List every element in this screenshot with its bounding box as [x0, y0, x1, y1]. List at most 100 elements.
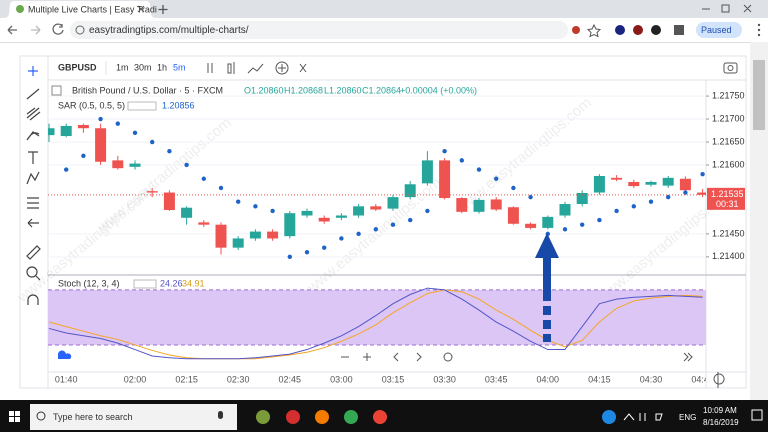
annotation-arrow [535, 233, 559, 342]
sar-dot [218, 185, 224, 191]
interval[interactable]: 30m [134, 62, 152, 72]
search-box[interactable] [30, 404, 237, 430]
back-button[interactable] [7, 25, 17, 35]
last-price-box [707, 187, 745, 210]
bookmark-star[interactable] [586, 23, 602, 38]
x-tick-label: 04:30 [640, 374, 663, 384]
interval[interactable]: 1h [157, 62, 167, 72]
x-tick-label: 04:15 [588, 374, 611, 384]
stoch-pane [48, 287, 706, 360]
last-price-label: 1.21535 [711, 189, 744, 199]
candle-body [112, 160, 124, 169]
chart-style-buttons[interactable] [207, 62, 264, 74]
forward-button[interactable] [31, 25, 41, 35]
indicator-buttons[interactable] [127, 101, 157, 111]
scrollbar[interactable] [750, 42, 768, 400]
ohlc-open: O1.20860 [244, 85, 284, 95]
help-icon[interactable] [602, 410, 616, 424]
x-tick-label: 03:00 [330, 374, 353, 384]
x-tick-label: 02:00 [124, 374, 147, 384]
sar-dot [648, 199, 654, 204]
tray-icons[interactable] [623, 413, 663, 421]
indicators-button[interactable] [275, 61, 289, 75]
extension[interactable] [572, 26, 580, 34]
notifications[interactable] [751, 409, 763, 421]
candle-body [370, 206, 382, 210]
x-tick-label: 03:30 [433, 374, 456, 384]
y-tick-label: 1.21650 [712, 136, 745, 146]
y-tick-label: 1.21450 [712, 228, 745, 238]
candle-body [559, 204, 571, 216]
extension[interactable] [615, 25, 625, 35]
drawing-toolbar[interactable] [26, 66, 41, 305]
taskbar-apps[interactable] [256, 410, 387, 424]
settings-button[interactable] [713, 372, 725, 388]
x-tick-label: 02:45 [279, 374, 302, 384]
indicator-buttons[interactable] [133, 279, 157, 289]
extension[interactable] [633, 25, 643, 35]
profile-pill[interactable] [696, 22, 742, 38]
candle-body [387, 197, 399, 209]
snapshot-button[interactable] [723, 62, 738, 74]
candle-body [662, 177, 674, 186]
window-controls[interactable] [702, 4, 752, 13]
candle-body [301, 210, 313, 216]
reload-button[interactable] [52, 23, 64, 35]
tab[interactable] [4, 1, 156, 18]
candle-body [232, 238, 244, 248]
omnibox[interactable] [70, 21, 568, 39]
cloud-icon[interactable] [57, 350, 72, 359]
interval[interactable]: 1m [116, 62, 129, 72]
info-icon[interactable] [75, 25, 85, 35]
candle-body [525, 223, 537, 228]
clock-time[interactable]: 10:09 AM [703, 406, 737, 415]
tab-icon [16, 5, 24, 13]
toolbar-button[interactable] [278, 63, 307, 73]
pane-controls[interactable] [341, 352, 693, 362]
candle-body [593, 176, 605, 193]
sar-dot [580, 222, 585, 227]
extension[interactable] [651, 25, 661, 35]
sar-dot [150, 139, 155, 145]
stoch-k-value: 24.26 [160, 278, 183, 288]
scroll-thumb[interactable] [753, 60, 765, 130]
candle-body [48, 128, 55, 136]
sar-dot [270, 208, 275, 214]
interval-active[interactable]: 5m [173, 62, 186, 72]
stoch-line [48, 289, 703, 360]
y-tick-label: 1.21400 [712, 251, 745, 261]
candle-body [353, 206, 365, 216]
sar-dot [528, 194, 533, 200]
sar-dot [631, 204, 636, 209]
candle-body [421, 160, 433, 184]
symbol[interactable]: GBPUSD [58, 62, 97, 72]
candle-body [335, 215, 347, 218]
language[interactable]: ENG [679, 413, 696, 422]
extension[interactable] [674, 25, 684, 35]
sar-dot [63, 167, 69, 172]
new-tab[interactable] [158, 5, 168, 14]
start-button[interactable] [9, 411, 20, 422]
collapse-button[interactable] [51, 85, 62, 96]
tab-close[interactable] [137, 5, 145, 13]
sar-dot [253, 204, 258, 209]
sar-dot [390, 222, 396, 227]
url[interactable]: easytradingtips.com/multiple-charts/ [89, 25, 249, 36]
indicator-value: 1.20856 [162, 100, 195, 110]
sar-dot [614, 208, 619, 214]
tab-title[interactable]: Multiple Live Charts | Easy Tradi [28, 4, 157, 14]
clock-date[interactable]: 8/16/2019 [703, 418, 739, 427]
profile-label[interactable]: Paused [701, 25, 732, 35]
sar-dot [98, 116, 103, 122]
sar-dot [287, 254, 292, 260]
candle-body [507, 207, 519, 224]
candle-body [129, 163, 141, 167]
stoch-band [48, 289, 706, 345]
ohlc-change: +0.00004 (+0.00%) [400, 85, 477, 95]
candle-body [163, 192, 175, 210]
stoch-title: Stoch (12, 3, 4) [58, 278, 120, 288]
search-placeholder[interactable]: Type here to search [53, 412, 133, 422]
ohlc-low: L1.20860 [324, 85, 362, 95]
sar-dot [459, 158, 464, 163]
